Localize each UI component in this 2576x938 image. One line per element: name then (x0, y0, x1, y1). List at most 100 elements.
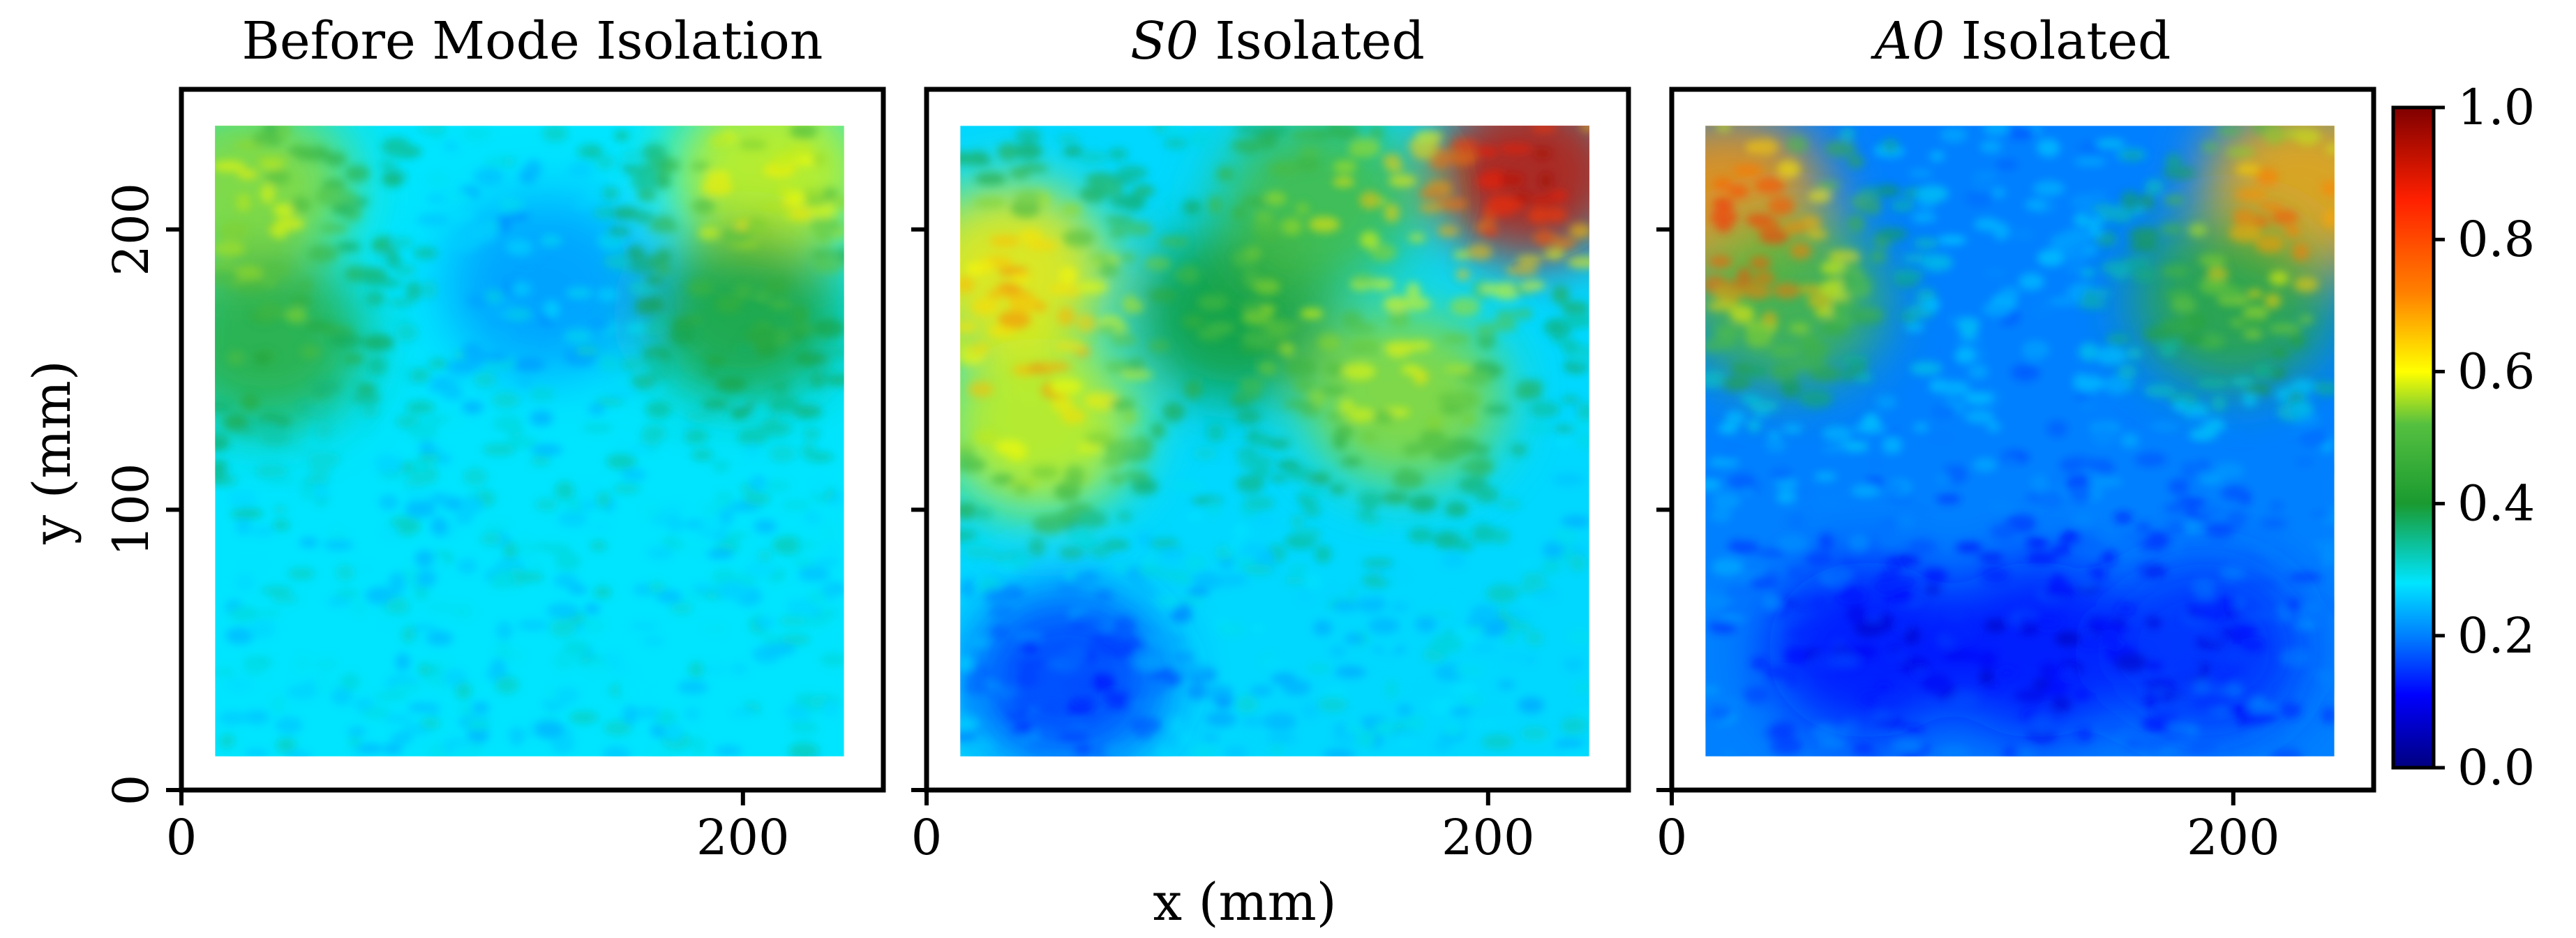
heatmap-speckle (681, 429, 709, 445)
heatmap-speckle (1814, 493, 1847, 513)
heatmap-speckle (1064, 475, 1084, 489)
heatmap-speckle (1846, 604, 1867, 624)
heatmap-speckle (215, 269, 239, 286)
heatmap-speckle (2191, 578, 2216, 596)
heatmap-speckle (638, 295, 665, 314)
heatmap-speckle (2113, 511, 2133, 524)
heatmap-speckle (390, 683, 421, 693)
heatmap-speckle (626, 245, 645, 262)
heatmap-speckle (2182, 521, 2201, 533)
heatmap-speckle (2187, 223, 2208, 237)
heatmap-speckle (1477, 332, 1496, 350)
heatmap-speckle (1742, 285, 1772, 299)
heatmap-speckle (593, 206, 619, 220)
heatmap-speckle (1732, 163, 1763, 178)
heatmap-speckle (1063, 145, 1084, 157)
heatmap-speckle (2271, 748, 2303, 757)
heatmap-speckle (606, 453, 637, 470)
heatmap-speckle (275, 717, 303, 734)
heatmap-speckle (1865, 197, 1882, 216)
heatmap-speckle (996, 283, 1021, 294)
heatmap-speckle (237, 169, 258, 179)
heatmap-speckle (691, 449, 714, 461)
heatmap-speckle (1030, 465, 1059, 479)
heatmap-speckle (426, 658, 453, 668)
heatmap-speckle (1360, 231, 1379, 249)
heatmap-speckle (473, 372, 497, 388)
heatmap-speckle (2146, 661, 2164, 671)
heatmap-speckle (1938, 745, 1969, 757)
heatmap-speckle (241, 393, 260, 411)
heatmap-speckle (1766, 564, 1783, 574)
heatmap-speckle (804, 198, 828, 207)
heatmap-speckle (779, 634, 811, 646)
heatmap-speckle (1418, 188, 1444, 200)
heatmap-speckle (253, 352, 271, 365)
heatmap-speckle (1148, 288, 1178, 302)
heatmap-speckle (597, 287, 619, 302)
heatmap-speckle (2062, 667, 2076, 679)
heatmap-speckle (2165, 153, 2182, 171)
heatmap-speckle (711, 568, 738, 586)
heatmap-speckle (1788, 322, 1811, 334)
heatmap-speckle (299, 344, 321, 359)
heatmap-speckle (687, 278, 714, 297)
heatmap-speckle (498, 197, 524, 214)
heatmap-speckle (670, 325, 696, 345)
heatmap-speckle (484, 289, 504, 304)
heatmap-speckle (511, 357, 546, 373)
heatmap-speckle (1298, 146, 1321, 157)
heatmap-speckle (737, 428, 768, 446)
heatmap-speckle (1109, 472, 1125, 485)
heatmap-speckle (480, 520, 511, 532)
heatmap-speckle (2192, 692, 2225, 709)
y-tick-label: 100 (103, 463, 160, 557)
heatmap-speckle (986, 290, 1008, 299)
heatmap-speckle (1924, 586, 1942, 595)
heatmap-speckle (1902, 724, 1924, 734)
heatmap-speckle (1363, 514, 1380, 526)
heatmap-speckle (1271, 671, 1296, 685)
heatmap-speckle (1242, 454, 1274, 469)
heatmap-speckle (1787, 359, 1812, 370)
heatmap-speckle (1498, 144, 1532, 154)
heatmap-speckle (1294, 528, 1322, 538)
heatmap-speckle (1922, 568, 1948, 584)
heatmap-speckle (1450, 682, 1478, 695)
heatmap-speckle (1841, 272, 1857, 286)
heatmap-speckle (1562, 301, 1589, 316)
heatmap-speckle (292, 653, 313, 673)
heatmap-speckle (416, 214, 449, 225)
heatmap-speckle (1384, 203, 1400, 223)
heatmap-speckle (2135, 522, 2151, 533)
heatmap-speckle (1231, 205, 1246, 220)
heatmap-speckle (1286, 466, 1315, 481)
heatmap-speckle (1979, 140, 2002, 154)
heatmap-speckle (553, 574, 578, 588)
heatmap-speckle (1711, 558, 1744, 576)
heatmap-speckle (2209, 661, 2243, 678)
heatmap-speckle (551, 736, 575, 754)
heatmap-speckle (1739, 394, 1762, 403)
heatmap-speckle (664, 540, 687, 550)
heatmap-speckle (2196, 460, 2211, 470)
heatmap-speckle (2246, 711, 2278, 724)
heatmap-speckle (691, 583, 714, 594)
heatmap-speckle (228, 606, 260, 622)
heatmap-speckle (223, 414, 249, 432)
heatmap-speckle (1332, 730, 1357, 745)
heatmap-speckle (691, 198, 715, 214)
heatmap-speckle (378, 160, 397, 170)
heatmap-speckle (979, 259, 994, 274)
heatmap-speckle (1162, 402, 1185, 422)
heatmap-speckle (1236, 694, 1259, 714)
panel-title-3: A0 Isolated (1871, 11, 2171, 71)
heatmap-speckle (565, 287, 593, 299)
heatmap-speckle (968, 381, 994, 398)
heatmap-speckle (1490, 318, 1518, 332)
heatmap-speckle (735, 341, 756, 360)
heatmap-speckle (2105, 334, 2130, 345)
heatmap-speckle (1727, 473, 1757, 489)
heatmap-speckle (1984, 618, 2007, 633)
heatmap-speckle (973, 197, 1007, 209)
